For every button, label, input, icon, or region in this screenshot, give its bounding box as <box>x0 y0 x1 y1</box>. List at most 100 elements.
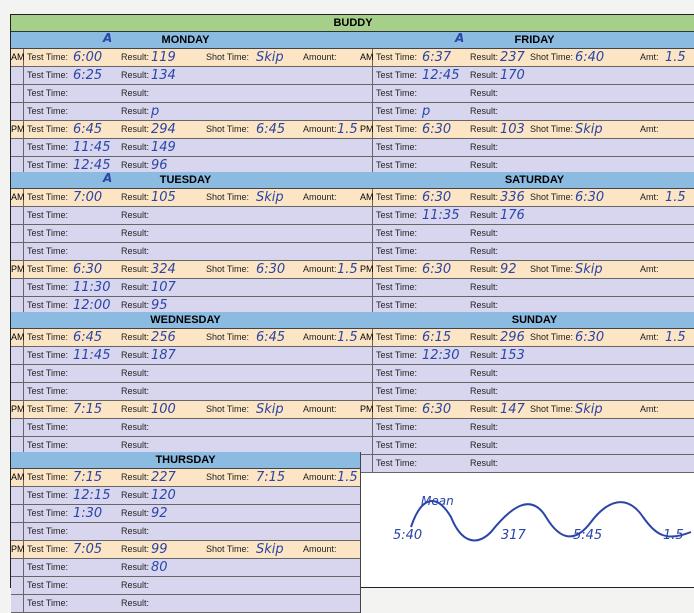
pm-row: PM Test Time: 6:30 Result: 103 Shot Time:… <box>360 121 694 139</box>
test-time-value: 6:00 <box>73 50 103 65</box>
result-label: Result: <box>470 160 499 170</box>
day-header-sunday: SUNDAY <box>360 312 694 329</box>
test-time-label: Test Time: <box>27 192 69 202</box>
shot-time-label: Shot Time: <box>530 404 574 414</box>
day-header-friday: FRIDAY A <box>360 31 694 49</box>
test-time-value: 6:15 <box>422 330 452 345</box>
result-label: Result: <box>121 332 150 342</box>
period-label <box>11 67 24 84</box>
other-row: Test Time: 11:30 Result: 107 <box>11 279 360 297</box>
result-label: Result: <box>121 580 150 590</box>
period-label <box>11 487 24 504</box>
result-value: 95 <box>151 298 168 313</box>
other-row: Test Time: 11:45 Result: 187 <box>11 347 360 365</box>
period-label: AM <box>360 189 374 206</box>
period-label: AM <box>11 189 25 206</box>
test-time-label: Test Time: <box>27 490 69 500</box>
test-time-label: Test Time: <box>376 282 418 292</box>
result-label: Result: <box>121 264 150 274</box>
period-label <box>360 347 373 364</box>
day-name: TUESDAY <box>159 174 212 186</box>
test-time-label: Test Time: <box>27 368 69 378</box>
amount-value: 1.5 <box>337 470 358 485</box>
result-label: Result: <box>470 282 499 292</box>
test-time-label: Test Time: <box>376 458 418 468</box>
result-value: 96 <box>151 158 168 173</box>
test-time-value: 1:30 <box>73 506 103 521</box>
other-row: Test Time: Result: <box>360 243 694 261</box>
period-label: PM <box>11 401 25 418</box>
day-name: SUNDAY <box>511 314 558 326</box>
other-row: Test Time: 12:45 Result: 170 <box>360 67 694 85</box>
result-label: Result: <box>121 300 150 310</box>
other-row: Test Time: 12:00 Result: 95 <box>11 297 360 315</box>
result-label: Result: <box>121 422 150 432</box>
period-label <box>360 455 373 472</box>
other-row: Test Time: Result: <box>11 419 360 437</box>
period-label: PM <box>360 401 374 418</box>
period-label <box>11 157 24 174</box>
result-value: 119 <box>151 50 176 65</box>
amount-label: Amount: <box>303 544 337 554</box>
period-label <box>11 559 24 576</box>
am-row: AM Test Time: 6:45 Result: 256 Shot Time:… <box>11 329 360 347</box>
result-value: 147 <box>500 402 525 417</box>
test-time-label: Test Time: <box>376 300 418 310</box>
shot-time-value: Skip <box>575 262 603 277</box>
period-label: PM <box>11 121 25 138</box>
period-label <box>360 297 373 314</box>
result-label: Result: <box>470 440 499 450</box>
test-time-value: 11:45 <box>73 140 111 155</box>
period-label: AM <box>11 49 25 66</box>
result-value: 134 <box>151 68 176 83</box>
test-time-label: Test Time: <box>27 544 69 554</box>
result-label: Result: <box>121 192 150 202</box>
test-time-label: Test Time: <box>376 404 418 414</box>
shot-time-label: Shot Time: <box>530 192 574 202</box>
result-label: Result: <box>470 264 499 274</box>
amount-label: Amount: <box>303 332 337 342</box>
am-row: AM Test Time: 6:30 Result: 336 Shot Time:… <box>360 189 694 207</box>
day-header-wednesday: WEDNESDAY <box>11 312 360 329</box>
result-label: Result: <box>121 490 150 500</box>
period-label: AM <box>360 329 374 346</box>
shot-time-value: Skip <box>575 402 603 417</box>
test-time-value: 7:15 <box>73 402 103 417</box>
shot-time-value: 6:30 <box>575 190 605 205</box>
result-label: Result: <box>121 106 150 116</box>
period-label: PM <box>11 261 25 278</box>
test-time-label: Test Time: <box>27 580 69 590</box>
amount-value: 1.5 <box>665 190 686 205</box>
period-label <box>11 279 24 296</box>
test-time-label: Test Time: <box>27 52 69 62</box>
other-row: Test Time: 11:35 Result: 176 <box>360 207 694 225</box>
day-name: THURSDAY <box>155 454 216 466</box>
attendance-mark: A <box>455 31 465 45</box>
test-time-label: Test Time: <box>376 350 418 360</box>
result-value: 99 <box>151 542 168 557</box>
test-time-label: Test Time: <box>376 106 418 116</box>
period-label <box>11 225 24 242</box>
result-value: 100 <box>151 402 176 417</box>
attendance-mark: A <box>103 171 113 185</box>
other-row: Test Time: Result: p <box>11 103 360 121</box>
test-time-label: Test Time: <box>27 472 69 482</box>
result-label: Result: <box>121 228 150 238</box>
test-time-label: Test Time: <box>27 404 69 414</box>
test-time-label: Test Time: <box>27 526 69 536</box>
other-row: Test Time: Result: <box>360 437 694 455</box>
period-label <box>360 419 373 436</box>
day-name: FRIDAY <box>514 34 555 46</box>
sheet-title: BUDDY <box>11 15 694 32</box>
other-row: Test Time: Result: <box>360 85 694 103</box>
period-label <box>11 505 24 522</box>
result-label: Result: <box>121 246 150 256</box>
day-header-tuesday: TUESDAY A <box>11 171 360 189</box>
test-time-label: Test Time: <box>27 282 69 292</box>
other-row: Test Time: Result: <box>11 225 360 243</box>
other-row: Test Time: 11:45 Result: 149 <box>11 139 360 157</box>
test-time-label: Test Time: <box>27 70 69 80</box>
test-time-label: Test Time: <box>376 124 418 134</box>
test-time-label: Test Time: <box>27 332 69 342</box>
test-time-value: 6:30 <box>73 262 103 277</box>
